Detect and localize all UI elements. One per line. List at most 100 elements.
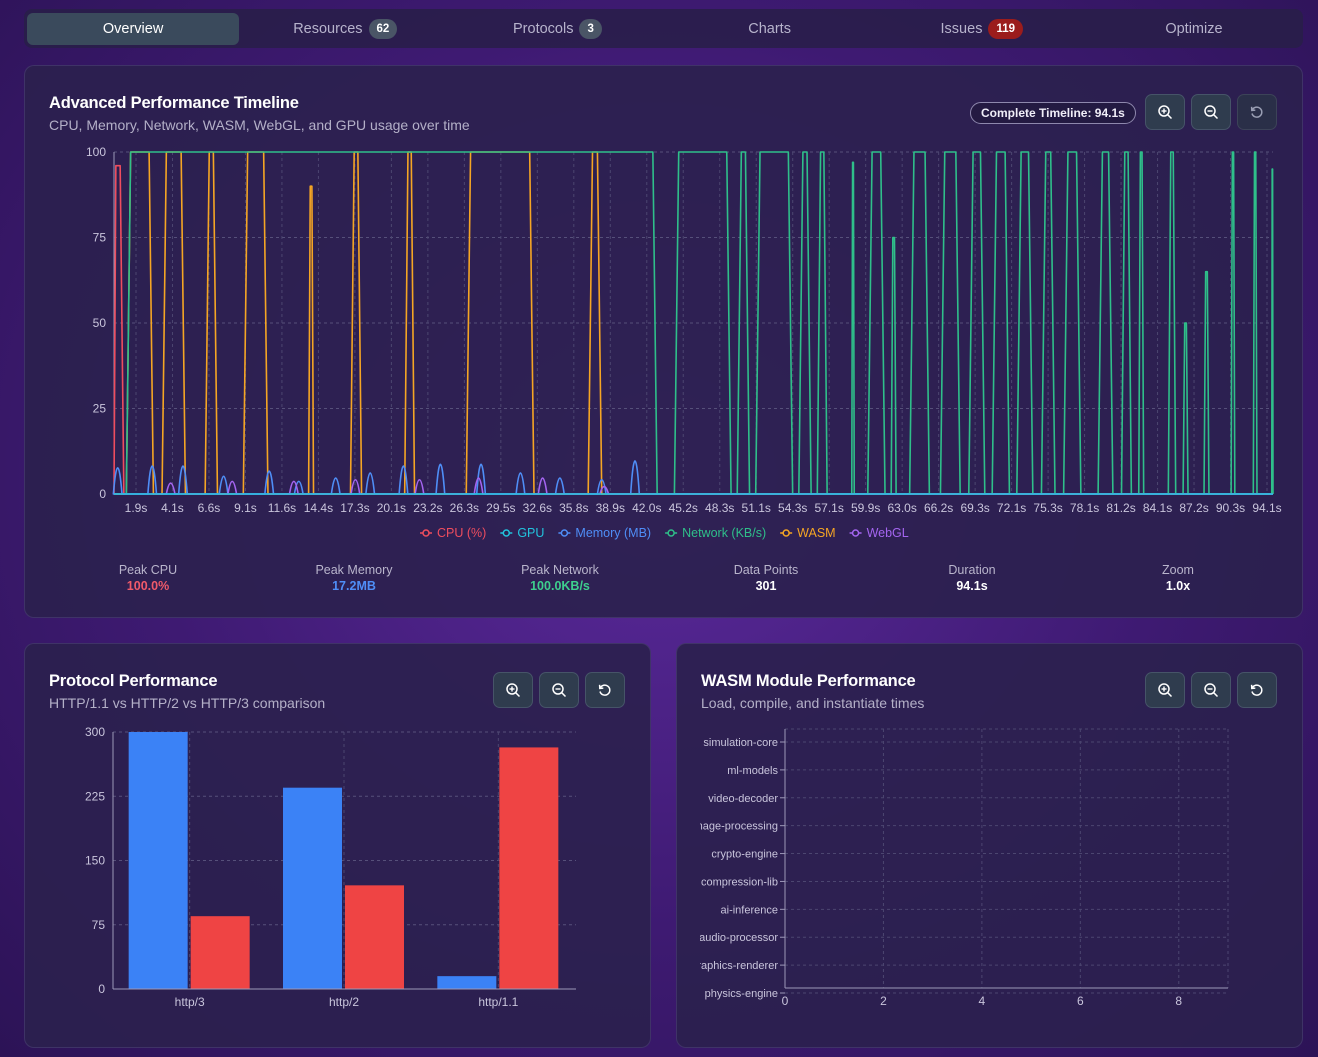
y-tick-label: ml-models	[727, 765, 778, 777]
x-tick-label: 17.3s	[340, 501, 369, 515]
y-tick-label: 300	[85, 725, 105, 739]
wasm-subtitle: Load, compile, and instantiate times	[701, 695, 925, 711]
reset-zoom-button[interactable]	[585, 672, 625, 708]
x-tick-label: http/2	[329, 995, 359, 1009]
tab-label: Overview	[102, 20, 164, 37]
tab-optimize[interactable]: Optimize	[1088, 13, 1300, 45]
legend-marker	[782, 529, 790, 537]
x-tick-label: http/3	[175, 995, 205, 1009]
zoom-in-button[interactable]	[1145, 94, 1185, 130]
timeline-duration-pill: Complete Timeline: 94.1s	[970, 102, 1136, 124]
zoom-out-button[interactable]	[1191, 672, 1231, 708]
x-tick-label: 81.2s	[1106, 501, 1135, 515]
tab-label: Protocols	[513, 20, 574, 37]
x-tick-label: 75.3s	[1033, 501, 1062, 515]
x-tick-label: 63.0s	[887, 501, 916, 515]
zoom-out-button[interactable]	[539, 672, 579, 708]
stat-value: 94.1s	[956, 579, 988, 593]
protocol-subtitle: HTTP/1.1 vs HTTP/2 vs HTTP/3 comparison	[49, 695, 326, 711]
stat-label: Peak Memory	[315, 563, 393, 577]
tab-label: Resources	[293, 20, 363, 37]
y-tick-label: crypto-engine	[711, 849, 778, 861]
protocol-chart: 0 75 150 225 300 http/3 http/2 http/1.1	[85, 725, 576, 1009]
zoom-out-icon	[1204, 683, 1219, 698]
x-tick-label: 6.6s	[198, 501, 221, 515]
tab-protocols[interactable]: Protocols 3	[451, 13, 663, 45]
legend-label: Network (KB/s)	[682, 526, 766, 540]
x-tick-label: 2	[880, 994, 887, 1008]
x-tick-label: 35.8s	[559, 501, 588, 515]
y-tick-label: physics-engine	[705, 988, 778, 1000]
y-tick-label: graphics-renderer	[691, 960, 778, 972]
tab-charts[interactable]: Charts	[664, 13, 876, 45]
y-tick-label: 75	[92, 918, 106, 932]
x-tick-label: 0	[782, 994, 789, 1008]
wasm-card: WASM Module Performance Load, compile, a…	[676, 643, 1303, 1048]
y-tick-label: compression-lib	[701, 876, 778, 888]
x-tick-label: 14.4s	[304, 501, 333, 515]
zoom-in-button[interactable]	[493, 672, 533, 708]
x-tick-label: 26.3s	[450, 501, 479, 515]
reset-zoom-button[interactable]	[1237, 672, 1277, 708]
stat-duration: Duration 94.1s	[872, 563, 1072, 593]
count-badge: 62	[368, 18, 398, 39]
tab-issues[interactable]: Issues 119	[876, 13, 1088, 45]
zoom-out-button[interactable]	[1191, 94, 1231, 130]
y-tick-label: 100	[86, 145, 106, 159]
timeline-subtitle: CPU, Memory, Network, WASM, WebGL, and G…	[49, 117, 470, 133]
y-tick-label: image-processing	[691, 821, 778, 833]
y-tick-label: audio-processor	[699, 932, 778, 944]
stat-label: Duration	[948, 563, 996, 577]
stat-data-points: Data Points 301	[666, 563, 866, 593]
legend-marker	[667, 529, 675, 537]
y-tick-label: 225	[85, 789, 105, 803]
reset-icon	[598, 684, 611, 696]
bar-red-http11	[499, 747, 559, 989]
x-tick-label: 90.3s	[1216, 501, 1245, 515]
tab-bar: Overview Resources 62 Protocols 3 Charts I…	[24, 9, 1303, 48]
x-tick-label: 20.1s	[377, 501, 406, 515]
bar-red-http3	[190, 916, 250, 989]
x-tick-label: 32.6s	[523, 501, 552, 515]
x-tick-label: 42.0s	[632, 501, 661, 515]
y-tick-label: 150	[85, 854, 105, 868]
reset-icon	[1250, 106, 1263, 118]
stat-label: Zoom	[1162, 563, 1194, 577]
y-tick-label: 0	[99, 487, 106, 501]
bar-blue-http11	[437, 976, 497, 989]
series-webgl-line	[114, 477, 1273, 495]
y-tick-label: simulation-core	[703, 737, 778, 749]
x-tick-label: 9.1s	[234, 501, 257, 515]
stat-value: 17.2MB	[332, 579, 376, 593]
tab-overview[interactable]: Overview	[27, 12, 240, 45]
wasm-title: WASM Module Performance	[701, 672, 916, 690]
timeline-card: Advanced Performance Timeline CPU, Memor…	[24, 65, 1303, 618]
x-tick-label: 78.1s	[1070, 501, 1099, 515]
stat-zoom: Zoom 1.0x	[1078, 563, 1278, 593]
x-tick-label: 1.9s	[125, 501, 148, 515]
x-tick-label: 54.3s	[778, 501, 807, 515]
x-tick-label: 87.2s	[1179, 501, 1208, 515]
zoom-in-button[interactable]	[1145, 672, 1185, 708]
reset-icon	[1250, 684, 1263, 696]
legend-label: CPU (%)	[437, 526, 486, 540]
legend-marker	[560, 529, 569, 537]
x-tick-label: 29.5s	[486, 501, 515, 515]
reset-zoom-button[interactable]	[1237, 94, 1277, 130]
stat-value: 100.0KB/s	[530, 579, 590, 593]
series-memory-mb-line	[112, 460, 1273, 495]
timeline-chart: 0 25 50 75 100 1.9s 4.1s 6.6s 9.1s 11.6s 14.4s 17.3…	[86, 145, 1282, 540]
legend-marker	[422, 529, 430, 537]
y-tick-label: 0	[98, 982, 105, 996]
stat-value: 301	[755, 579, 777, 593]
x-tick-label: 66.2s	[924, 501, 953, 515]
x-tick-label: 23.2s	[413, 501, 442, 515]
stat-label: Data Points	[733, 563, 799, 577]
x-tick-label: 38.9s	[596, 501, 625, 515]
stat-value: 100.0%	[126, 579, 170, 593]
zoom-out-icon	[1204, 105, 1219, 120]
tab-resources[interactable]: Resources 62	[239, 13, 451, 45]
x-tick-label: 6	[1077, 994, 1084, 1008]
legend-label: WASM	[797, 526, 835, 540]
x-tick-label: 8	[1175, 994, 1182, 1008]
